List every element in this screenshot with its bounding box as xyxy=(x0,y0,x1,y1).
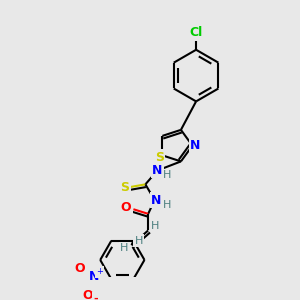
Text: O: O xyxy=(121,201,131,214)
Text: N: N xyxy=(151,194,162,206)
Text: S: S xyxy=(121,181,130,194)
Text: S: S xyxy=(155,151,164,164)
Text: O: O xyxy=(75,262,86,275)
Text: H: H xyxy=(151,221,160,231)
Text: N: N xyxy=(152,164,163,177)
Text: +: + xyxy=(96,267,103,276)
Text: N: N xyxy=(190,139,200,152)
Text: O: O xyxy=(82,290,93,300)
Text: H: H xyxy=(163,170,172,180)
Text: N: N xyxy=(89,270,99,283)
Text: H: H xyxy=(162,200,171,210)
Text: Cl: Cl xyxy=(190,26,203,39)
Text: -: - xyxy=(94,294,98,300)
Text: H: H xyxy=(120,243,128,253)
Text: H: H xyxy=(135,236,143,246)
